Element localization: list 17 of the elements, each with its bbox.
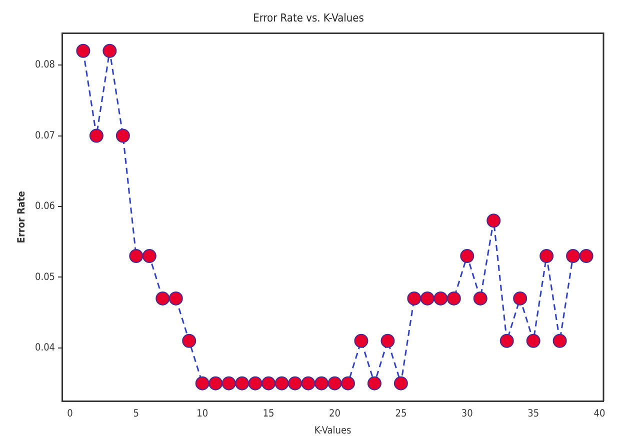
x-tick-label: 0 [67, 408, 74, 420]
y-axis-title: Error Rate [16, 191, 28, 244]
x-tick-label: 5 [133, 408, 140, 420]
chart-title: Error Rate vs. K-Values [253, 11, 364, 24]
y-tick-label: 0.07 [34, 130, 56, 142]
y-tick-label: 0.08 [34, 60, 56, 71]
x-tick-label: 15 [262, 408, 274, 420]
x-tick-label: 20 [329, 408, 341, 420]
x-tick-label: 25 [395, 408, 407, 420]
x-tick-label: 30 [461, 408, 474, 420]
x-tick-label: 40 [594, 408, 606, 420]
x-axis-title: K-Values [314, 426, 352, 437]
y-tick-label: 0.06 [34, 201, 56, 212]
y-tick-label: 0.04 [34, 342, 56, 354]
x-tick-label: 10 [196, 408, 208, 420]
y-tick-label: 0.05 [34, 272, 56, 283]
x-tick-label: 35 [528, 408, 540, 420]
